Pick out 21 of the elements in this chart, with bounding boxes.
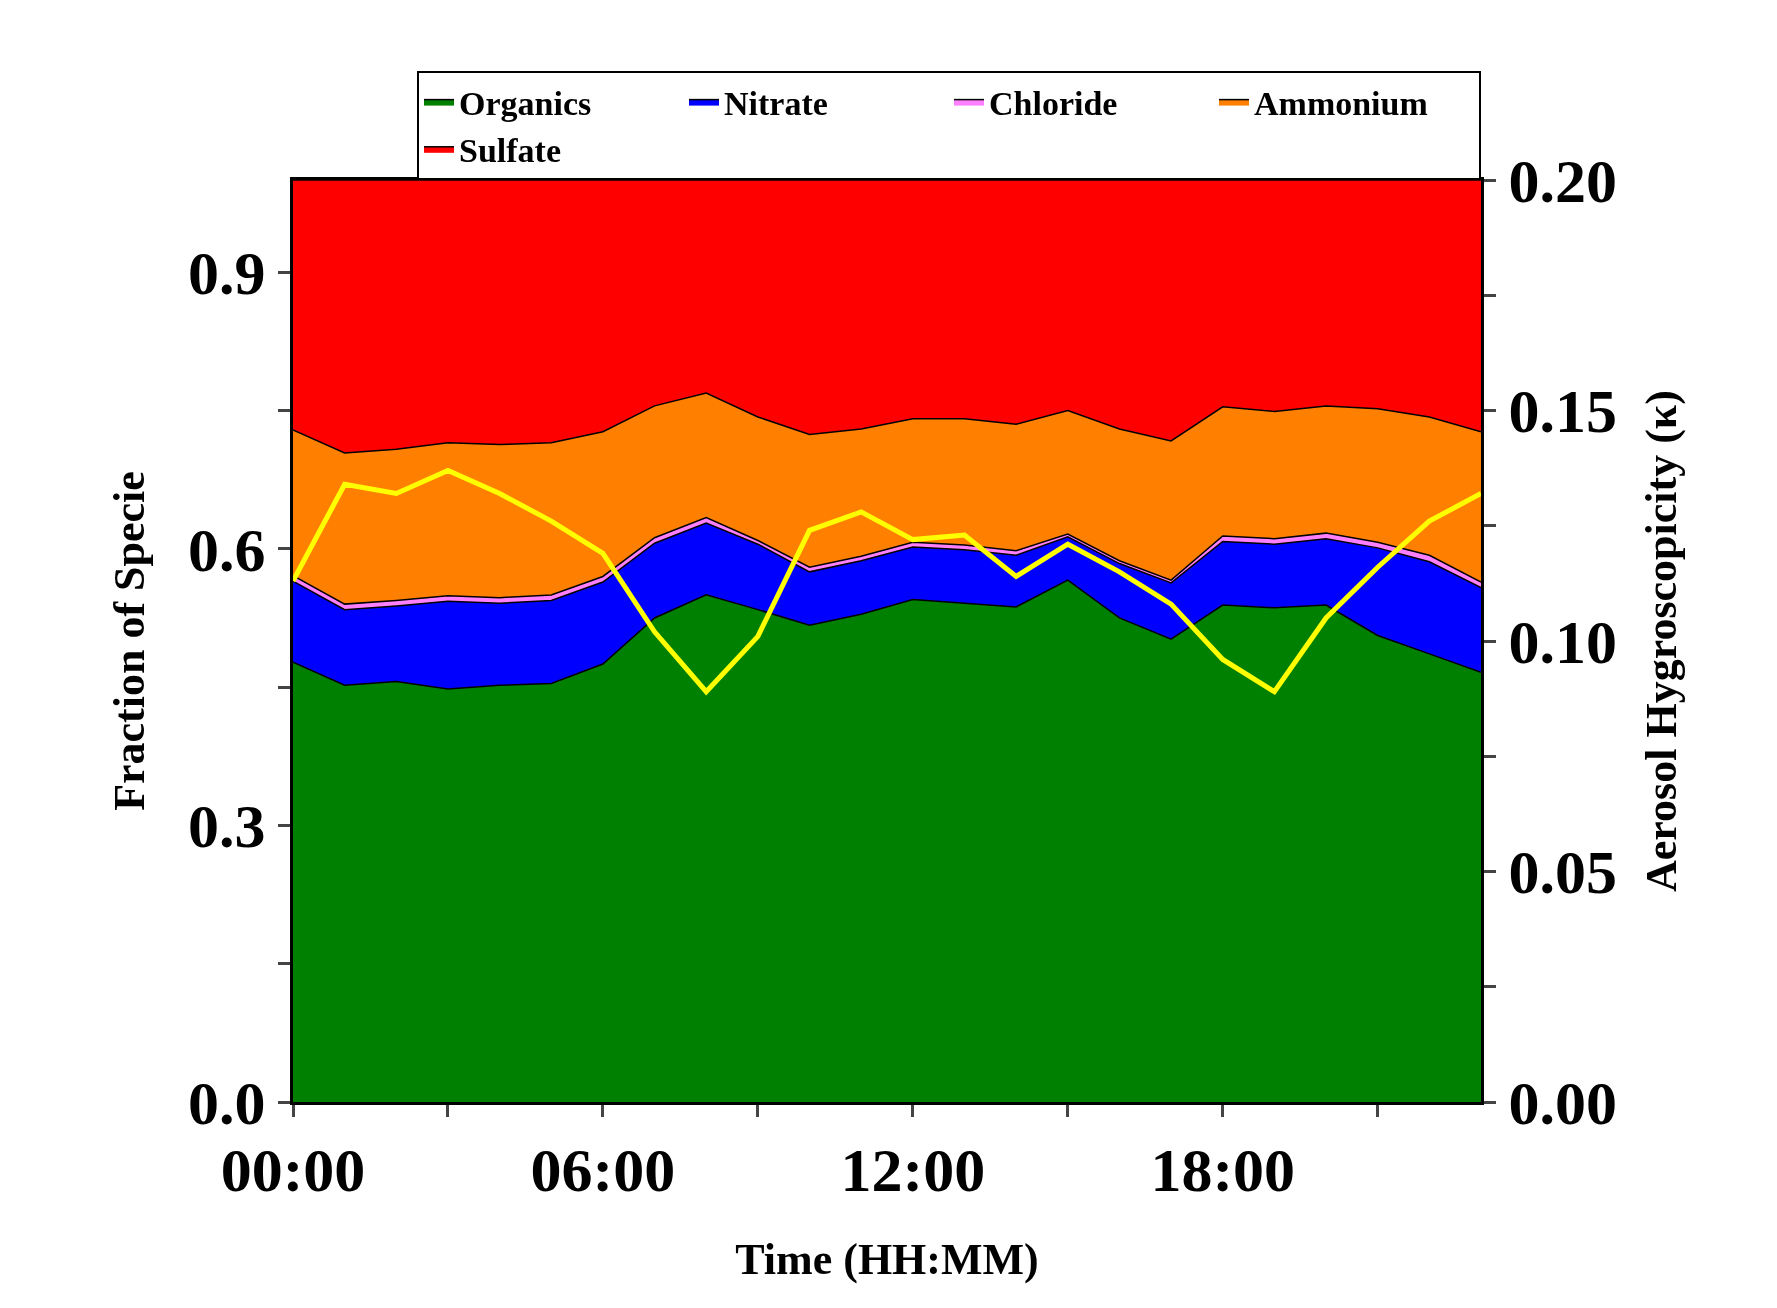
y2-tick-label: 0.05 (1508, 838, 1617, 907)
y2-tick-label: 0.20 (1508, 146, 1617, 215)
y-tick-label: 0.3 (188, 792, 266, 861)
y-tick-label: 0.0 (188, 1068, 266, 1137)
x-tick-label: 18:00 (1150, 1136, 1296, 1205)
y2-tick-label: 0.00 (1508, 1068, 1617, 1137)
x-tick-label: 00:00 (220, 1136, 366, 1205)
y-axis-title: Fraction of Specie (105, 471, 155, 811)
legend-label: Chloride (989, 84, 1118, 122)
legend-label: Sulfate (459, 132, 561, 170)
x-axis-title: Time (HH:MM) (735, 1234, 1039, 1284)
legend-label: Ammonium (1254, 84, 1428, 122)
legend-label: Nitrate (724, 84, 828, 122)
legend-label: Organics (459, 84, 592, 122)
y2-axis-title: Aerosol Hygroscopicity (κ) (1637, 390, 1687, 892)
y2-tick-label: 0.10 (1508, 607, 1617, 676)
x-tick-label: 12:00 (840, 1136, 986, 1205)
x-tick-label: 06:00 (530, 1136, 676, 1205)
y2-tick-label: 0.15 (1508, 377, 1617, 446)
y-tick-label: 0.9 (188, 238, 266, 307)
y-tick-label: 0.6 (188, 515, 266, 584)
